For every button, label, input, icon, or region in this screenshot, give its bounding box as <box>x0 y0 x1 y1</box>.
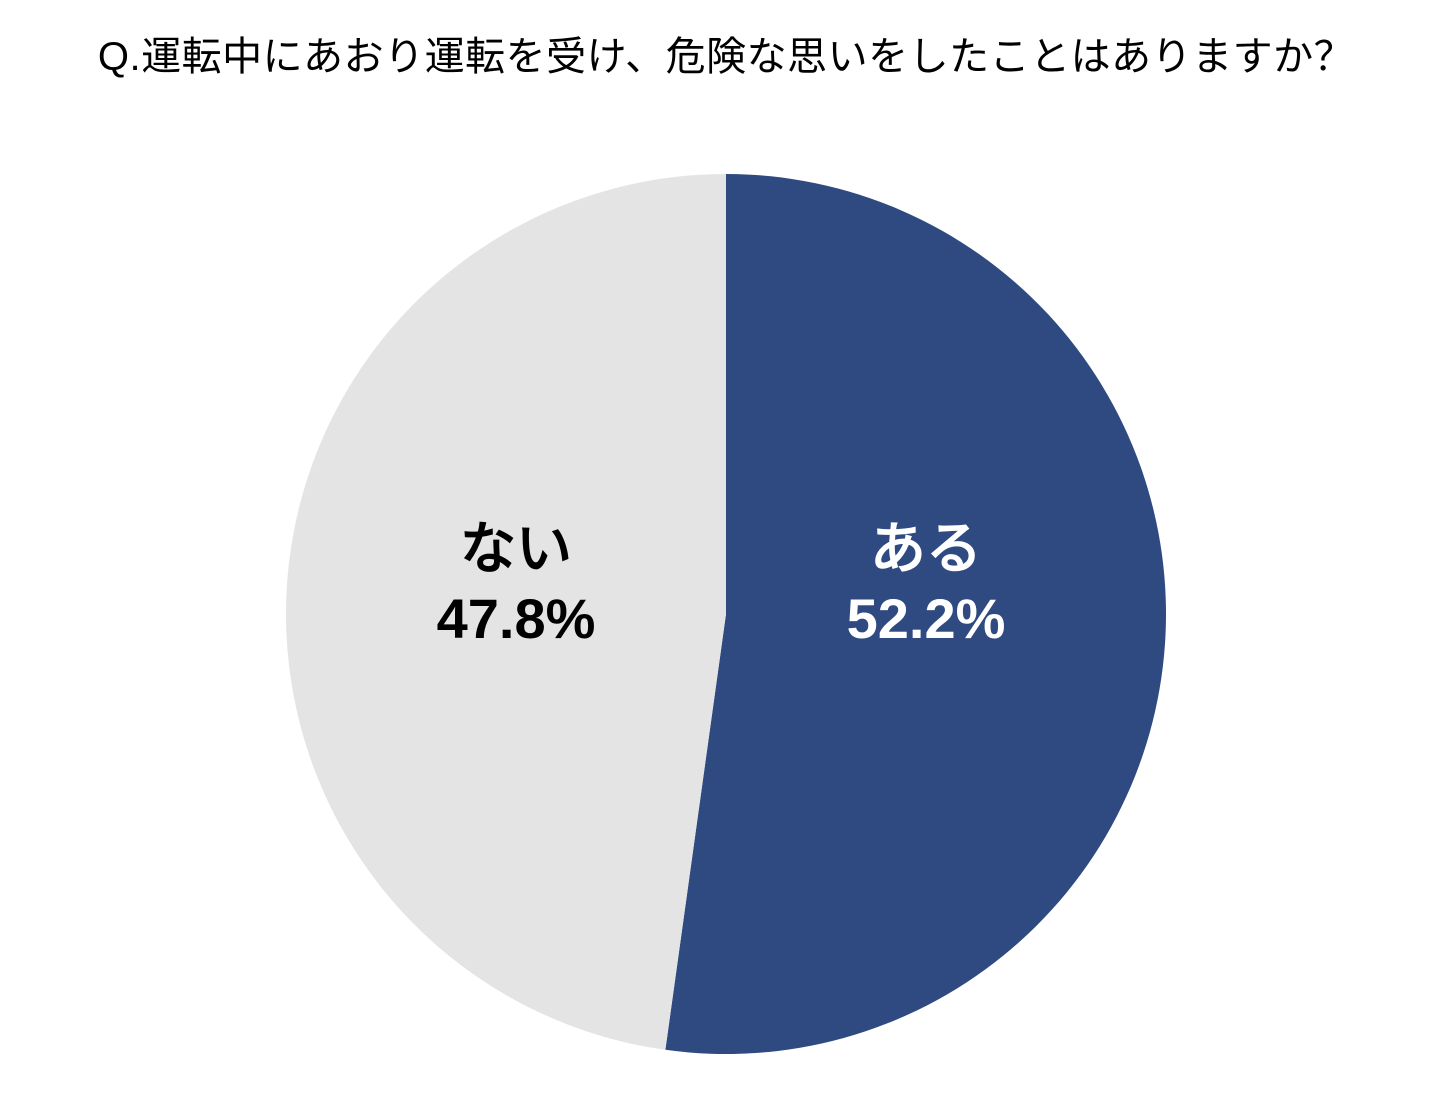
pie-label-value-yes: 52.2% <box>847 584 1006 654</box>
pie-label-yes: ある52.2% <box>847 514 1006 654</box>
pie-svg <box>286 174 1166 1054</box>
chart-container: Q.運転中にあおり運転を受け、危険な思いをしたことはありますか？ ある52.2%… <box>0 0 1452 1096</box>
pie-label-value-no: 47.8% <box>437 584 596 654</box>
pie-chart: ある52.2% ない47.8% <box>286 174 1166 1054</box>
pie-label-name-no: ない <box>437 514 596 584</box>
pie-label-no: ない47.8% <box>437 514 596 654</box>
chart-title: Q.運転中にあおり運転を受け、危険な思いをしたことはありますか？ <box>0 24 1452 82</box>
pie-label-name-yes: ある <box>847 514 1006 584</box>
